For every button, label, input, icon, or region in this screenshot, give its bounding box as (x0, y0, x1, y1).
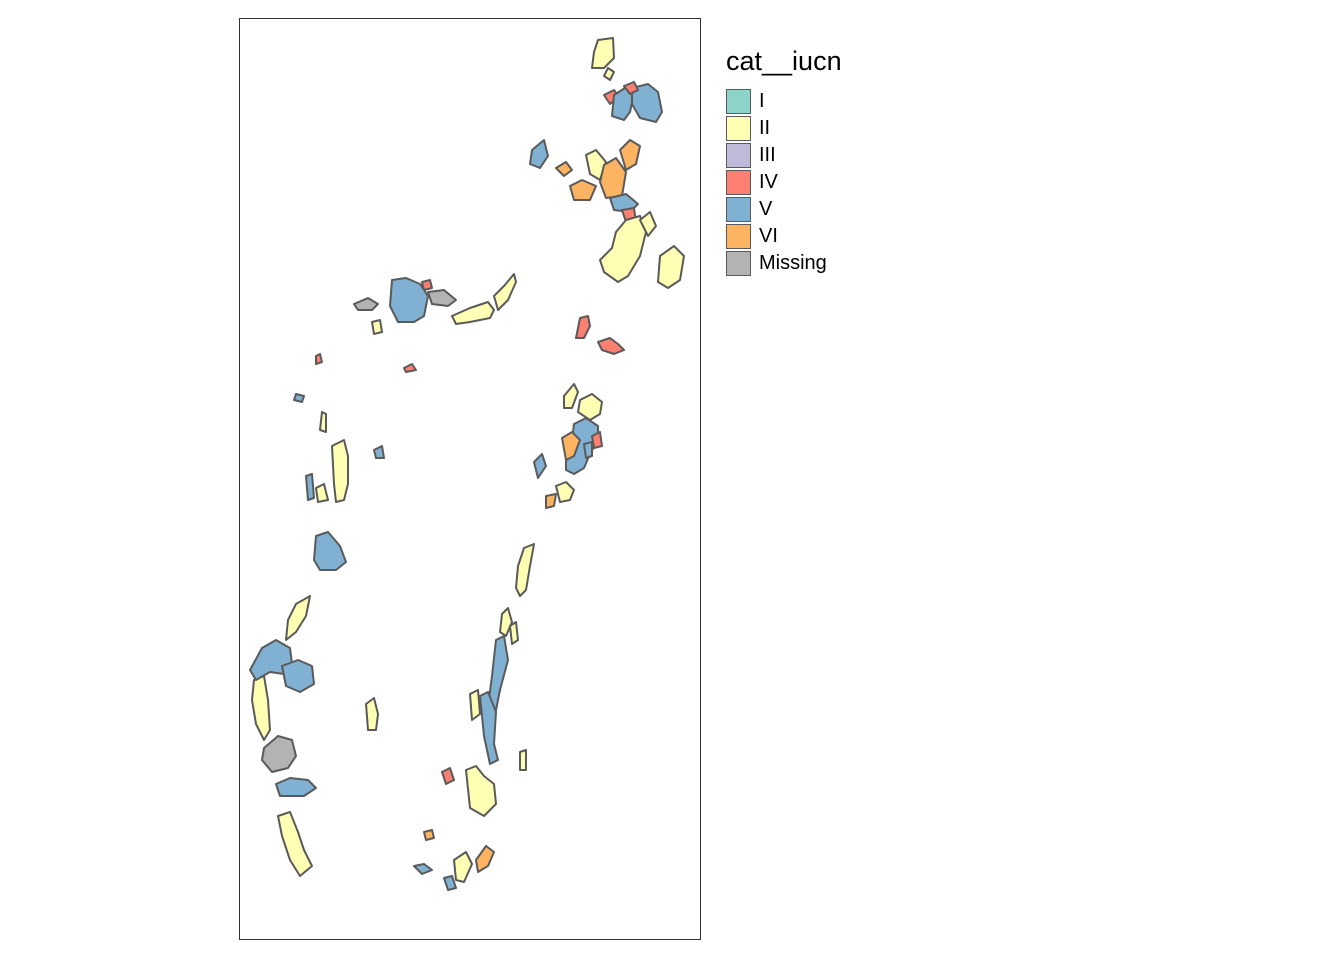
protected-area[interactable] (313, 531, 347, 571)
protected-area[interactable] (545, 493, 557, 509)
protected-area[interactable] (469, 689, 481, 721)
protected-area[interactable] (569, 179, 597, 201)
protected-area[interactable] (389, 277, 429, 323)
legend-label: VI (759, 225, 778, 247)
protected-area[interactable] (315, 483, 329, 503)
protected-area[interactable] (365, 697, 379, 731)
legend-label: Missing (759, 252, 827, 274)
protected-area[interactable] (465, 765, 497, 817)
protected-area[interactable] (427, 289, 457, 307)
protected-area[interactable] (293, 393, 305, 403)
protected-area[interactable] (591, 431, 603, 449)
protected-area[interactable] (403, 363, 417, 373)
protected-area[interactable] (599, 157, 627, 199)
protected-area[interactable] (599, 215, 647, 283)
legend-label: IV (759, 171, 778, 193)
protected-area[interactable] (281, 659, 315, 693)
protected-area[interactable] (493, 273, 517, 311)
protected-area[interactable] (509, 621, 519, 645)
legend-swatch (726, 197, 751, 222)
protected-area[interactable] (519, 749, 527, 771)
protected-area[interactable] (479, 691, 499, 765)
protected-area[interactable] (623, 81, 639, 95)
legend-swatch (726, 224, 751, 249)
legend-item-iii: III (726, 142, 842, 169)
protected-area[interactable] (261, 735, 297, 773)
protected-area[interactable] (533, 453, 547, 479)
protected-area[interactable] (443, 875, 457, 891)
protected-area[interactable] (277, 811, 313, 877)
protected-area[interactable] (423, 829, 435, 841)
protected-area[interactable] (305, 473, 315, 501)
protected-area[interactable] (475, 845, 495, 873)
protected-area[interactable] (441, 767, 455, 785)
protected-area[interactable] (285, 595, 311, 641)
protected-area[interactable] (555, 481, 575, 503)
protected-area[interactable] (451, 301, 495, 325)
protected-area[interactable] (515, 543, 535, 597)
legend-item-v: V (726, 196, 842, 223)
legend-title: cat__iucn (726, 46, 842, 76)
protected-area[interactable] (373, 445, 385, 459)
legend-item-vi: VI (726, 223, 842, 250)
protected-area[interactable] (353, 297, 379, 311)
legend-swatch (726, 89, 751, 114)
protected-area[interactable] (319, 411, 327, 433)
legend-label: II (759, 117, 771, 139)
protected-area[interactable] (657, 245, 685, 289)
protected-area[interactable] (275, 777, 317, 797)
protected-area[interactable] (597, 337, 625, 355)
legend-item-ii: II (726, 115, 842, 142)
protected-area[interactable] (603, 67, 615, 81)
protected-area[interactable] (631, 83, 663, 123)
protected-area[interactable] (561, 431, 581, 461)
legend-item-missing: Missing (726, 250, 842, 277)
protected-area[interactable] (575, 315, 591, 339)
legend-swatch (726, 251, 751, 276)
protected-area[interactable] (563, 383, 579, 409)
protected-area[interactable] (331, 439, 349, 503)
protected-area[interactable] (577, 393, 603, 421)
protected-area[interactable] (591, 37, 615, 69)
legend-item-i: I (726, 88, 842, 115)
protected-area[interactable] (583, 441, 593, 459)
protected-area[interactable] (453, 851, 473, 883)
legend-item-iv: IV (726, 169, 842, 196)
legend-swatch (726, 143, 751, 168)
protected-area[interactable] (315, 353, 323, 365)
map-legend: cat__iucn I II III IV V VI Missing (726, 44, 842, 277)
legend-swatch (726, 116, 751, 141)
legend-label: V (759, 198, 773, 220)
legend-swatch (726, 170, 751, 195)
protected-area[interactable] (639, 211, 657, 237)
protected-area[interactable] (555, 161, 573, 177)
legend-label: III (759, 144, 776, 166)
protected-area[interactable] (499, 607, 513, 637)
protected-area[interactable] (529, 139, 549, 169)
protected-area[interactable] (413, 863, 433, 875)
protected-area[interactable] (371, 319, 383, 335)
protected-area[interactable] (251, 675, 271, 741)
legend-label: I (759, 90, 765, 112)
protected-area[interactable] (619, 139, 641, 171)
